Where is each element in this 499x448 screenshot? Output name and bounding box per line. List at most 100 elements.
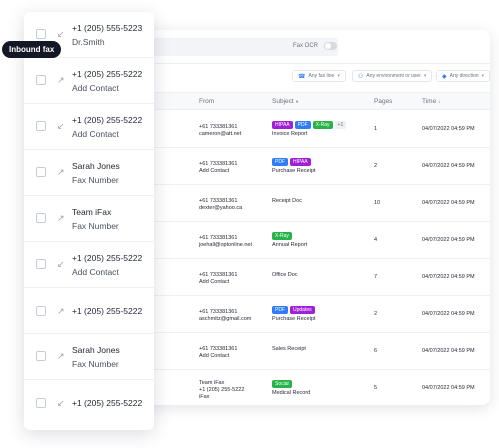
contact-checkbox[interactable]	[36, 213, 46, 223]
column-subject[interactable]: Subject ●	[272, 98, 299, 105]
subject-cell: PDF Updates Purchase Receipt	[272, 306, 315, 322]
inbound-arrow-icon: ↙	[57, 29, 65, 39]
contact-name: Sarah Jones	[72, 161, 120, 171]
contact-item[interactable]: ↙ +1 (205) 255-5222 Add Contact	[24, 242, 154, 288]
table-row[interactable]: +61 733381361 Add Contact Office Doc 7 04/07…	[120, 259, 490, 296]
contact-item[interactable]: ↗ +1 (205) 255-5222 Add Contact	[24, 58, 154, 104]
phone-icon: ☎	[298, 73, 306, 80]
contact-checkbox[interactable]	[36, 121, 46, 131]
info-icon: ●	[295, 99, 299, 105]
tag-list: HIPAA PDF X-Ray +1	[272, 121, 347, 129]
table-row[interactable]: +61 733381361 cameron@att.net HIPAA PDF X-Ra…	[120, 111, 490, 148]
contact-name: Team iFax	[72, 207, 112, 217]
fax-ocr-label: Fax OCR	[293, 43, 319, 49]
filter-environment-user[interactable]: ⚇ Any environment or user ▾	[352, 70, 433, 82]
filter-direction[interactable]: ◆ Any direction ▾	[436, 70, 490, 82]
table-row[interactable]: Team iFax +1 (205) 255-5222 iFax Social Medi…	[120, 370, 490, 405]
direction-icon: ◆	[442, 73, 447, 80]
search-bar[interactable]: Fax OCR	[148, 38, 338, 56]
contact-item[interactable]: ↗ Sarah Jones Fax Number	[24, 150, 154, 196]
contact-item[interactable]: ↙ +1 (205) 255-5222 Add Contact	[24, 104, 154, 150]
chevron-down-icon: ▾	[337, 73, 340, 79]
from-line: cameron@att.net	[199, 131, 242, 137]
time-cell: 04/07/2022 04:59 PM	[422, 385, 475, 391]
column-time[interactable]: Time ↓	[422, 98, 441, 105]
contact-checkbox[interactable]	[36, 75, 46, 85]
column-from[interactable]: From	[199, 98, 215, 105]
time-cell: 04/07/2022 04:59 PM	[422, 200, 475, 206]
contact-checkbox[interactable]	[36, 167, 46, 177]
tag-badge: PDF	[294, 121, 311, 129]
add-contact-link[interactable]: Add Contact	[72, 129, 119, 139]
sort-down-icon: ↓	[438, 99, 441, 105]
contact-subtitle: Fax Number	[72, 175, 119, 185]
from-line: +61 733381361	[199, 272, 238, 278]
subject-text: Office Doc	[272, 272, 298, 278]
subject-text: Purchase Receipt	[272, 316, 316, 322]
tag-badge: +1	[334, 121, 347, 129]
contact-checkbox[interactable]	[36, 351, 46, 361]
table-row[interactable]: +61 733381361 aschmitz@gmail.com PDF Update…	[120, 296, 490, 333]
from-cell: Team iFax +1 (205) 255-5222 iFax	[199, 380, 244, 401]
column-pages[interactable]: Pages	[374, 98, 393, 105]
contact-name: +1 (205) 255-5222	[72, 253, 143, 263]
tag-badge: Updates	[290, 306, 315, 314]
from-line: +61 733381361	[199, 124, 238, 130]
contact-item[interactable]: ↗ Sarah Jones Fax Number	[24, 334, 154, 380]
contact-name: +1 (205) 255-5222	[72, 69, 143, 79]
pages-cell: 1	[374, 126, 378, 132]
from-line: aschmitz@gmail.com	[199, 316, 252, 322]
from-cell: +61 733381361 Add Contact	[199, 272, 237, 286]
table-row[interactable]: +61 733381361 Add Contact PDF HIPAA Purchase…	[120, 148, 490, 185]
add-contact-link[interactable]: Add Contact	[72, 83, 119, 93]
from-line[interactable]: Add Contact	[199, 279, 230, 285]
tag-badge: HIPAA	[290, 158, 311, 166]
contact-checkbox[interactable]	[36, 398, 46, 408]
tag-badge: PDF	[272, 158, 288, 166]
tag-list: X-Ray	[272, 232, 307, 240]
inbound-fax-badge: Inbound fax	[2, 41, 62, 58]
outbound-arrow-icon: ↗	[57, 351, 65, 361]
contact-checkbox[interactable]	[36, 259, 46, 269]
add-contact-link[interactable]: Add Contact	[72, 267, 119, 277]
contact-item[interactable]: ↙ +1 (205) 555-5223 Dr.Smith	[24, 12, 154, 58]
from-line: +61 733381361	[199, 235, 238, 241]
column-subject-label: Subject	[272, 98, 294, 105]
contact-item[interactable]: ↙ +1 (205) 255-5222	[24, 380, 154, 426]
tag-badge: X-Ray	[272, 232, 292, 240]
from-cell: +61 733381361 Add Contact	[199, 161, 237, 175]
subject-text: Receipt Doc	[272, 198, 302, 204]
outbound-arrow-icon: ↗	[57, 75, 65, 85]
subject-cell: HIPAA PDF X-Ray +1 Invoice Report	[272, 121, 347, 137]
from-line[interactable]: Add Contact	[199, 168, 230, 174]
time-cell: 04/07/2022 04:59 PM	[422, 311, 475, 317]
subject-cell: X-Ray Annual Report	[272, 232, 307, 248]
chevron-down-icon: ▾	[423, 73, 427, 79]
contact-checkbox[interactable]	[36, 29, 46, 39]
top-bar: Fax OCR	[120, 36, 490, 58]
from-cell: +61 733381361 aschmitz@gmail.com	[199, 309, 251, 323]
contact-name: +1 (205) 255-5222	[72, 115, 143, 125]
pages-cell: 2	[374, 311, 378, 317]
subject-cell: PDF HIPAA Purchase Receipt	[272, 158, 315, 174]
table-row[interactable]: +61 733381361 dexter@yahoo.ca Receipt Doc 1…	[120, 185, 490, 222]
outbound-arrow-icon: ↗	[57, 306, 65, 316]
from-cell: +61 733381361 cameron@att.net	[199, 124, 241, 138]
from-line: joehall@optonline.net	[199, 242, 252, 248]
table-row[interactable]: +61 733381361 Add Contact Sales Receipt 6 04…	[120, 333, 490, 370]
contact-item[interactable]: ↗ +1 (205) 255-5222	[24, 288, 154, 334]
fax-ocr-toggle[interactable]	[324, 42, 337, 50]
contact-checkbox[interactable]	[36, 306, 46, 316]
from-cell: +61 733381361 dexter@yahoo.ca	[199, 198, 242, 212]
table-row[interactable]: +61 733381361 joehall@optonline.net X-Ray A…	[120, 222, 490, 259]
contact-name: +1 (205) 255-5222	[72, 398, 143, 408]
subject-cell: Social Medical Record	[272, 380, 310, 396]
subject-cell: Sales Receipt	[272, 346, 306, 352]
from-line[interactable]: Add Contact	[199, 353, 230, 359]
subject-cell: Receipt Doc	[272, 198, 302, 204]
time-cell: 04/07/2022 04:59 PM	[422, 237, 475, 243]
from-line: +61 733381361	[199, 198, 238, 204]
filter-fax-line[interactable]: ☎ Any fax line ▾	[292, 70, 346, 82]
contact-item[interactable]: ↗ Team iFax Fax Number	[24, 196, 154, 242]
